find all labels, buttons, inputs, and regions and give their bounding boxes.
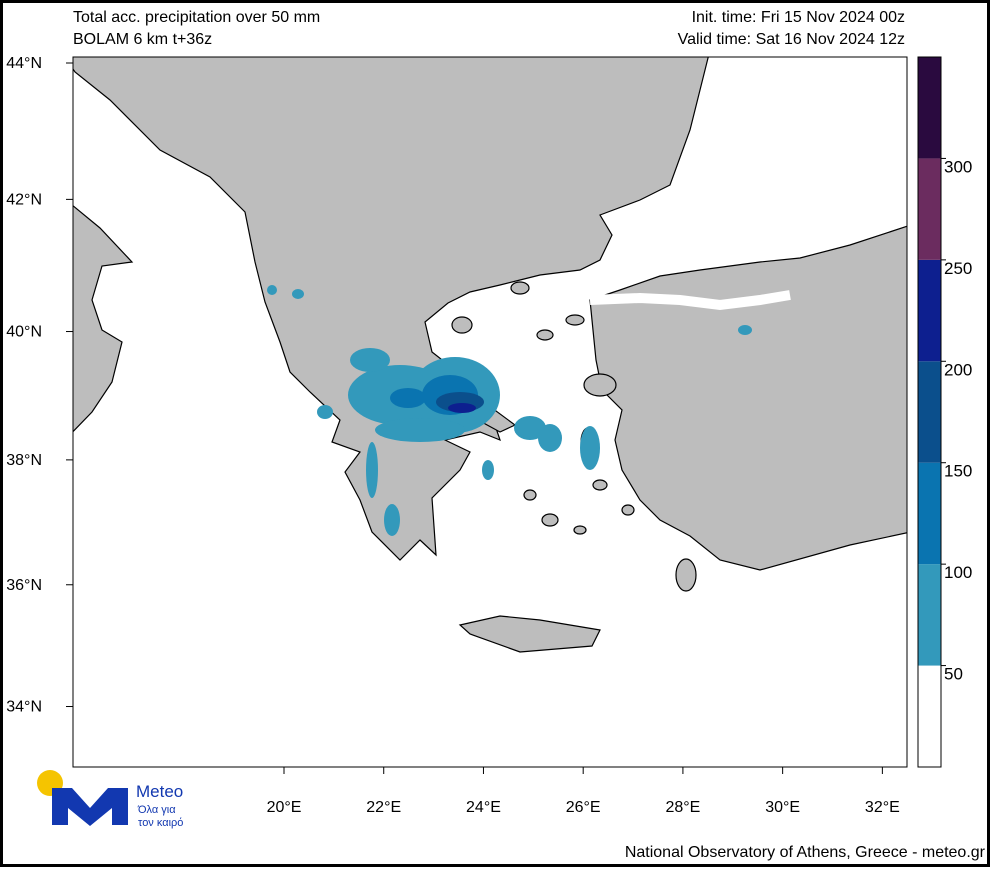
island [523, 489, 537, 501]
footer: National Observatory of Athens, Greece -… [625, 844, 986, 861]
precipitation [267, 285, 752, 536]
colorbar-label: 150 [944, 462, 972, 481]
marmara [589, 290, 791, 311]
colorbar-bin [918, 57, 941, 159]
island [565, 314, 585, 326]
valid-time: Valid time: Sat 16 Nov 2024 12z [678, 31, 905, 48]
logo-name: Meteo [136, 782, 183, 801]
island [510, 281, 530, 295]
island [451, 316, 473, 334]
model: BOLAM 6 km t+36z [73, 31, 212, 48]
italy [73, 204, 134, 433]
map-frame [72, 56, 908, 768]
colorbar: 50 100 150 200 250 300 [917, 56, 972, 768]
colorbar-label: 300 [944, 157, 972, 176]
lon-tick-label: 24°E [466, 799, 501, 816]
colorbar-bin [918, 564, 941, 666]
lon-tick-label: 22°E [366, 799, 401, 816]
logo-line: τον καιρό [138, 817, 183, 829]
colorbar-label: 100 [944, 563, 972, 582]
lat-tick-label: 42°N [6, 191, 42, 208]
colorbar-bin [918, 361, 941, 463]
island [583, 373, 617, 397]
colorbar-bin [918, 462, 941, 565]
colorbar-label: 250 [944, 259, 972, 278]
lon-tick-label: 32°E [865, 799, 900, 816]
colorbar-label: 200 [944, 360, 972, 379]
colorbar-bin [918, 665, 941, 767]
colorbar-bin [918, 158, 941, 260]
title: Total acc. precipitation over 50 mm [73, 9, 320, 26]
island [621, 504, 635, 516]
balkans [73, 57, 709, 561]
lat-tick-label: 34°N [6, 699, 42, 716]
logo: Meteo Όλα για τον καιρό [37, 770, 183, 829]
lon-tick-label: 28°E [665, 799, 700, 816]
lat-tick-label: 44°N [6, 55, 42, 72]
map: 44°N 42°N 40°N 38°N 36°N 34°N 20°E 22°E 24°E 26°E… [6, 55, 908, 816]
turkey [589, 225, 907, 571]
colorbar-frame [917, 56, 942, 768]
lat-tick-label: 36°N [6, 577, 42, 594]
logo-line: Όλα για [137, 804, 176, 816]
colorbar-label: 50 [944, 665, 963, 684]
island [536, 329, 554, 341]
island [675, 558, 697, 592]
lon-tick-label: 26°E [566, 799, 601, 816]
lon-tick-label: 30°E [765, 799, 800, 816]
init-time: Init. time: Fri 15 Nov 2024 00z [692, 9, 905, 26]
lon-tick-label: 20°E [267, 799, 302, 816]
island [592, 479, 608, 491]
island [573, 525, 587, 535]
lat-tick-label: 40°N [6, 324, 42, 341]
island [541, 513, 559, 527]
lat-tick-label: 38°N [6, 452, 42, 469]
colorbar-bin [918, 259, 941, 362]
crete [458, 615, 601, 653]
logo-mark [52, 788, 128, 826]
